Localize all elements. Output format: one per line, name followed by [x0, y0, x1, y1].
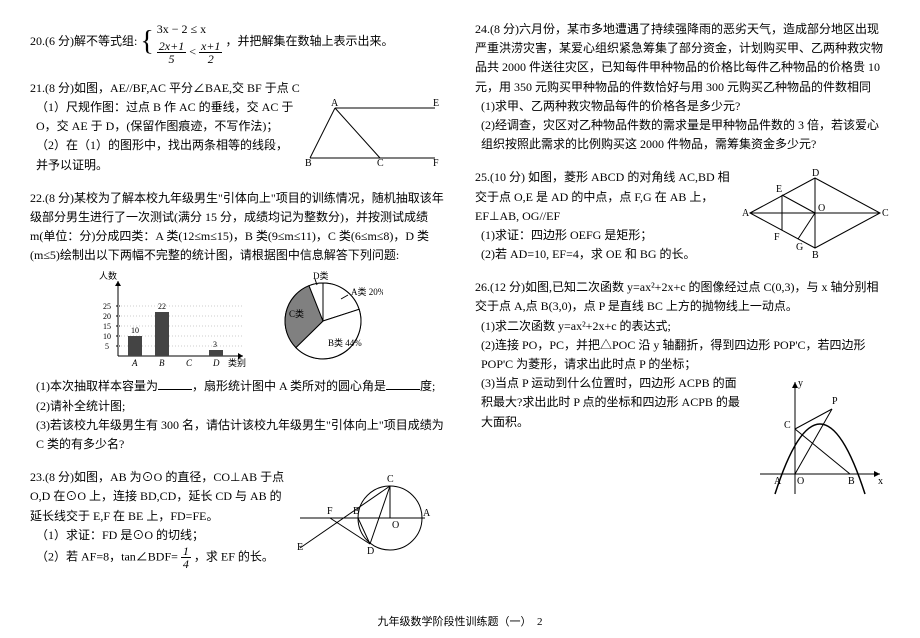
problem-23: 23.(8 分)如图，AB 为⊙O 的直径，CO⊥AB 于点 O,D 在⊙O 上…: [30, 468, 445, 570]
svg-text:人数: 人数: [99, 271, 117, 281]
p22-bar-chart: 人数 5 10 15 20 25 10 22 3: [93, 271, 253, 371]
problem-24: 24.(8 分)六月份，某市多地遭遇了持续强降雨的恶劣天气，造成部分地区出现严重…: [475, 20, 890, 154]
p24-sub2: (2)经调查，灾区对乙种物品件数的需求量是甲种物品件数的 3 倍，若该爱心组织按…: [481, 116, 890, 154]
p21-sub2: （2）在（1）的图形中，找出两条相等的线段，并予以证明。: [36, 136, 297, 174]
blank-field: [386, 378, 420, 390]
svg-text:C: C: [387, 474, 394, 485]
svg-text:D: D: [212, 358, 220, 368]
problem-25: 25.(10 分) 如图，菱形 ABCD 的对角线 AC,BD 相交于点 O,E…: [475, 168, 890, 264]
svg-text:A: A: [331, 98, 339, 109]
svg-text:25: 25: [103, 302, 111, 311]
svg-text:22: 22: [158, 302, 166, 311]
p20-sys-row1: 3x − 2 ≤ x: [157, 20, 223, 39]
problem-20: 20.(6 分)解不等式组: { 3x − 2 ≤ x 2x+15 < x+12…: [30, 20, 445, 65]
p24-sub1: (1)求甲、乙两种救灾物品每件的价格各是多少元?: [481, 97, 890, 116]
p25-sub2: (2)若 AD=10, EF=4，求 OE 和 BG 的长。: [481, 245, 732, 264]
brace-icon: {: [140, 26, 153, 57]
svg-text:P: P: [832, 396, 838, 407]
svg-text:C: C: [377, 158, 384, 168]
svg-text:F: F: [327, 506, 333, 517]
svg-text:B: B: [353, 506, 360, 517]
svg-text:D: D: [367, 546, 374, 557]
svg-text:20: 20: [103, 312, 111, 321]
svg-text:D: D: [812, 168, 819, 179]
svg-text:C: C: [784, 420, 791, 431]
svg-text:B: B: [159, 358, 165, 368]
svg-text:E: E: [297, 542, 303, 553]
p21-sub1: （1）尺规作图：过点 B 作 AC 的垂线，交 AC 于 O，交 AE 于 D，…: [36, 98, 297, 136]
svg-text:15: 15: [103, 322, 111, 331]
p26-figure: y x A O B C P: [750, 374, 890, 504]
svg-text:A: A: [131, 358, 138, 368]
problem-21: 21.(8 分)如图，AE//BF,AC 平分∠BAE,交 BF 于点 C （1…: [30, 79, 445, 175]
p26-sub3: (3)当点 P 运动到什么位置时，四边形 ACPB 的面积最大?求出此时 P 点…: [481, 374, 742, 432]
svg-text:G: G: [796, 242, 803, 253]
svg-text:3: 3: [213, 340, 217, 349]
p26-sub2: (2)连接 PO，PC，并把△POC 沿 y 轴翻折，得到四边形 POP'C，若…: [481, 336, 890, 374]
p20-sys-row2: 2x+15 < x+12: [157, 40, 223, 65]
p22-pie-chart: A类 20% B类 44% C类 D类: [273, 271, 383, 371]
svg-text:O: O: [392, 520, 399, 531]
p20-system: 3x − 2 ≤ x 2x+15 < x+12: [157, 20, 223, 64]
svg-text:x: x: [878, 476, 883, 487]
p21-figure: A E B C F: [305, 98, 445, 168]
problem-26: 26.(12 分)如图,已知二次函数 y=ax²+2x+c 的图像经过点 C(0…: [475, 278, 890, 504]
svg-text:10: 10: [131, 326, 139, 335]
p22-q3: (3)若该校九年级男生有 300 名，请估计该校九年级男生"引体向上"项目成绩为…: [36, 416, 445, 454]
p24-head: 24.(8 分)六月份，某市多地遭遇了持续强降雨的恶劣天气，造成部分地区出现严重…: [475, 20, 890, 97]
p20-tail: ，并把解集在数轴上表示出来。: [225, 34, 393, 48]
svg-text:C: C: [186, 358, 193, 368]
left-column: 20.(6 分)解不等式组: { 3x − 2 ≤ x 2x+15 < x+12…: [30, 20, 445, 618]
svg-text:A: A: [423, 508, 431, 519]
page-footer: 九年级数学阶段性训练题（一） 2: [0, 614, 920, 632]
p22-q1: (1)本次抽取样本容量为，扇形统计图中 A 类所对的圆心角是度;: [36, 377, 445, 396]
p23-figure: C D A O B F E: [295, 468, 445, 558]
blank-field: [158, 378, 192, 390]
p20-head: 20.(6 分)解不等式组:: [30, 34, 137, 48]
svg-text:A: A: [742, 208, 750, 219]
p26-sub1: (1)求二次函数 y=ax²+2x+c 的表达式;: [481, 317, 890, 336]
svg-text:B: B: [812, 250, 819, 258]
svg-text:5: 5: [105, 342, 109, 351]
p26-head: 26.(12 分)如图,已知二次函数 y=ax²+2x+c 的图像经过点 C(0…: [475, 278, 890, 316]
p25-head: 25.(10 分) 如图，菱形 ABCD 的对角线 AC,BD 相交于点 O,E…: [475, 168, 732, 226]
svg-text:F: F: [433, 158, 439, 168]
svg-text:E: E: [776, 184, 782, 195]
p23-sub2: （2）若 AF=8，tan∠BDF= 14 ，求 EF 的长。: [36, 545, 287, 570]
svg-text:A类 20%: A类 20%: [351, 286, 383, 297]
right-column: 24.(8 分)六月份，某市多地遭遇了持续强降雨的恶劣天气，造成部分地区出现严重…: [475, 20, 890, 618]
svg-text:E: E: [433, 98, 439, 109]
p23-sub1: （1）求证：FD 是⊙O 的切线；: [36, 526, 287, 545]
p25-figure: A D C B O E F G: [740, 168, 890, 258]
p23-head: 23.(8 分)如图，AB 为⊙O 的直径，CO⊥AB 于点 O,D 在⊙O 上…: [30, 468, 287, 526]
p25-sub1: (1)求证：四边形 OEFG 是矩形；: [481, 226, 732, 245]
svg-text:O: O: [797, 476, 804, 487]
p21-head: 21.(8 分)如图，AE//BF,AC 平分∠BAE,交 BF 于点 C: [30, 79, 445, 98]
svg-text:y: y: [798, 378, 803, 389]
svg-text:A: A: [774, 476, 782, 487]
svg-text:O: O: [818, 203, 825, 214]
svg-text:C类: C类: [289, 308, 304, 319]
svg-text:F: F: [774, 232, 780, 243]
svg-text:B类 44%: B类 44%: [328, 337, 362, 348]
p22-head: 22.(8 分)某校为了解本校九年级男生"引体向上"项目的训练情况，随机抽取该年…: [30, 189, 445, 266]
svg-text:C: C: [882, 208, 889, 219]
svg-text:B: B: [305, 158, 312, 168]
svg-text:B: B: [848, 476, 855, 487]
problem-22: 22.(8 分)某校为了解本校九年级男生"引体向上"项目的训练情况，随机抽取该年…: [30, 189, 445, 455]
p22-q2: (2)请补全统计图;: [36, 397, 445, 416]
svg-text:10: 10: [103, 332, 111, 341]
svg-text:类别: 类别: [228, 357, 246, 368]
